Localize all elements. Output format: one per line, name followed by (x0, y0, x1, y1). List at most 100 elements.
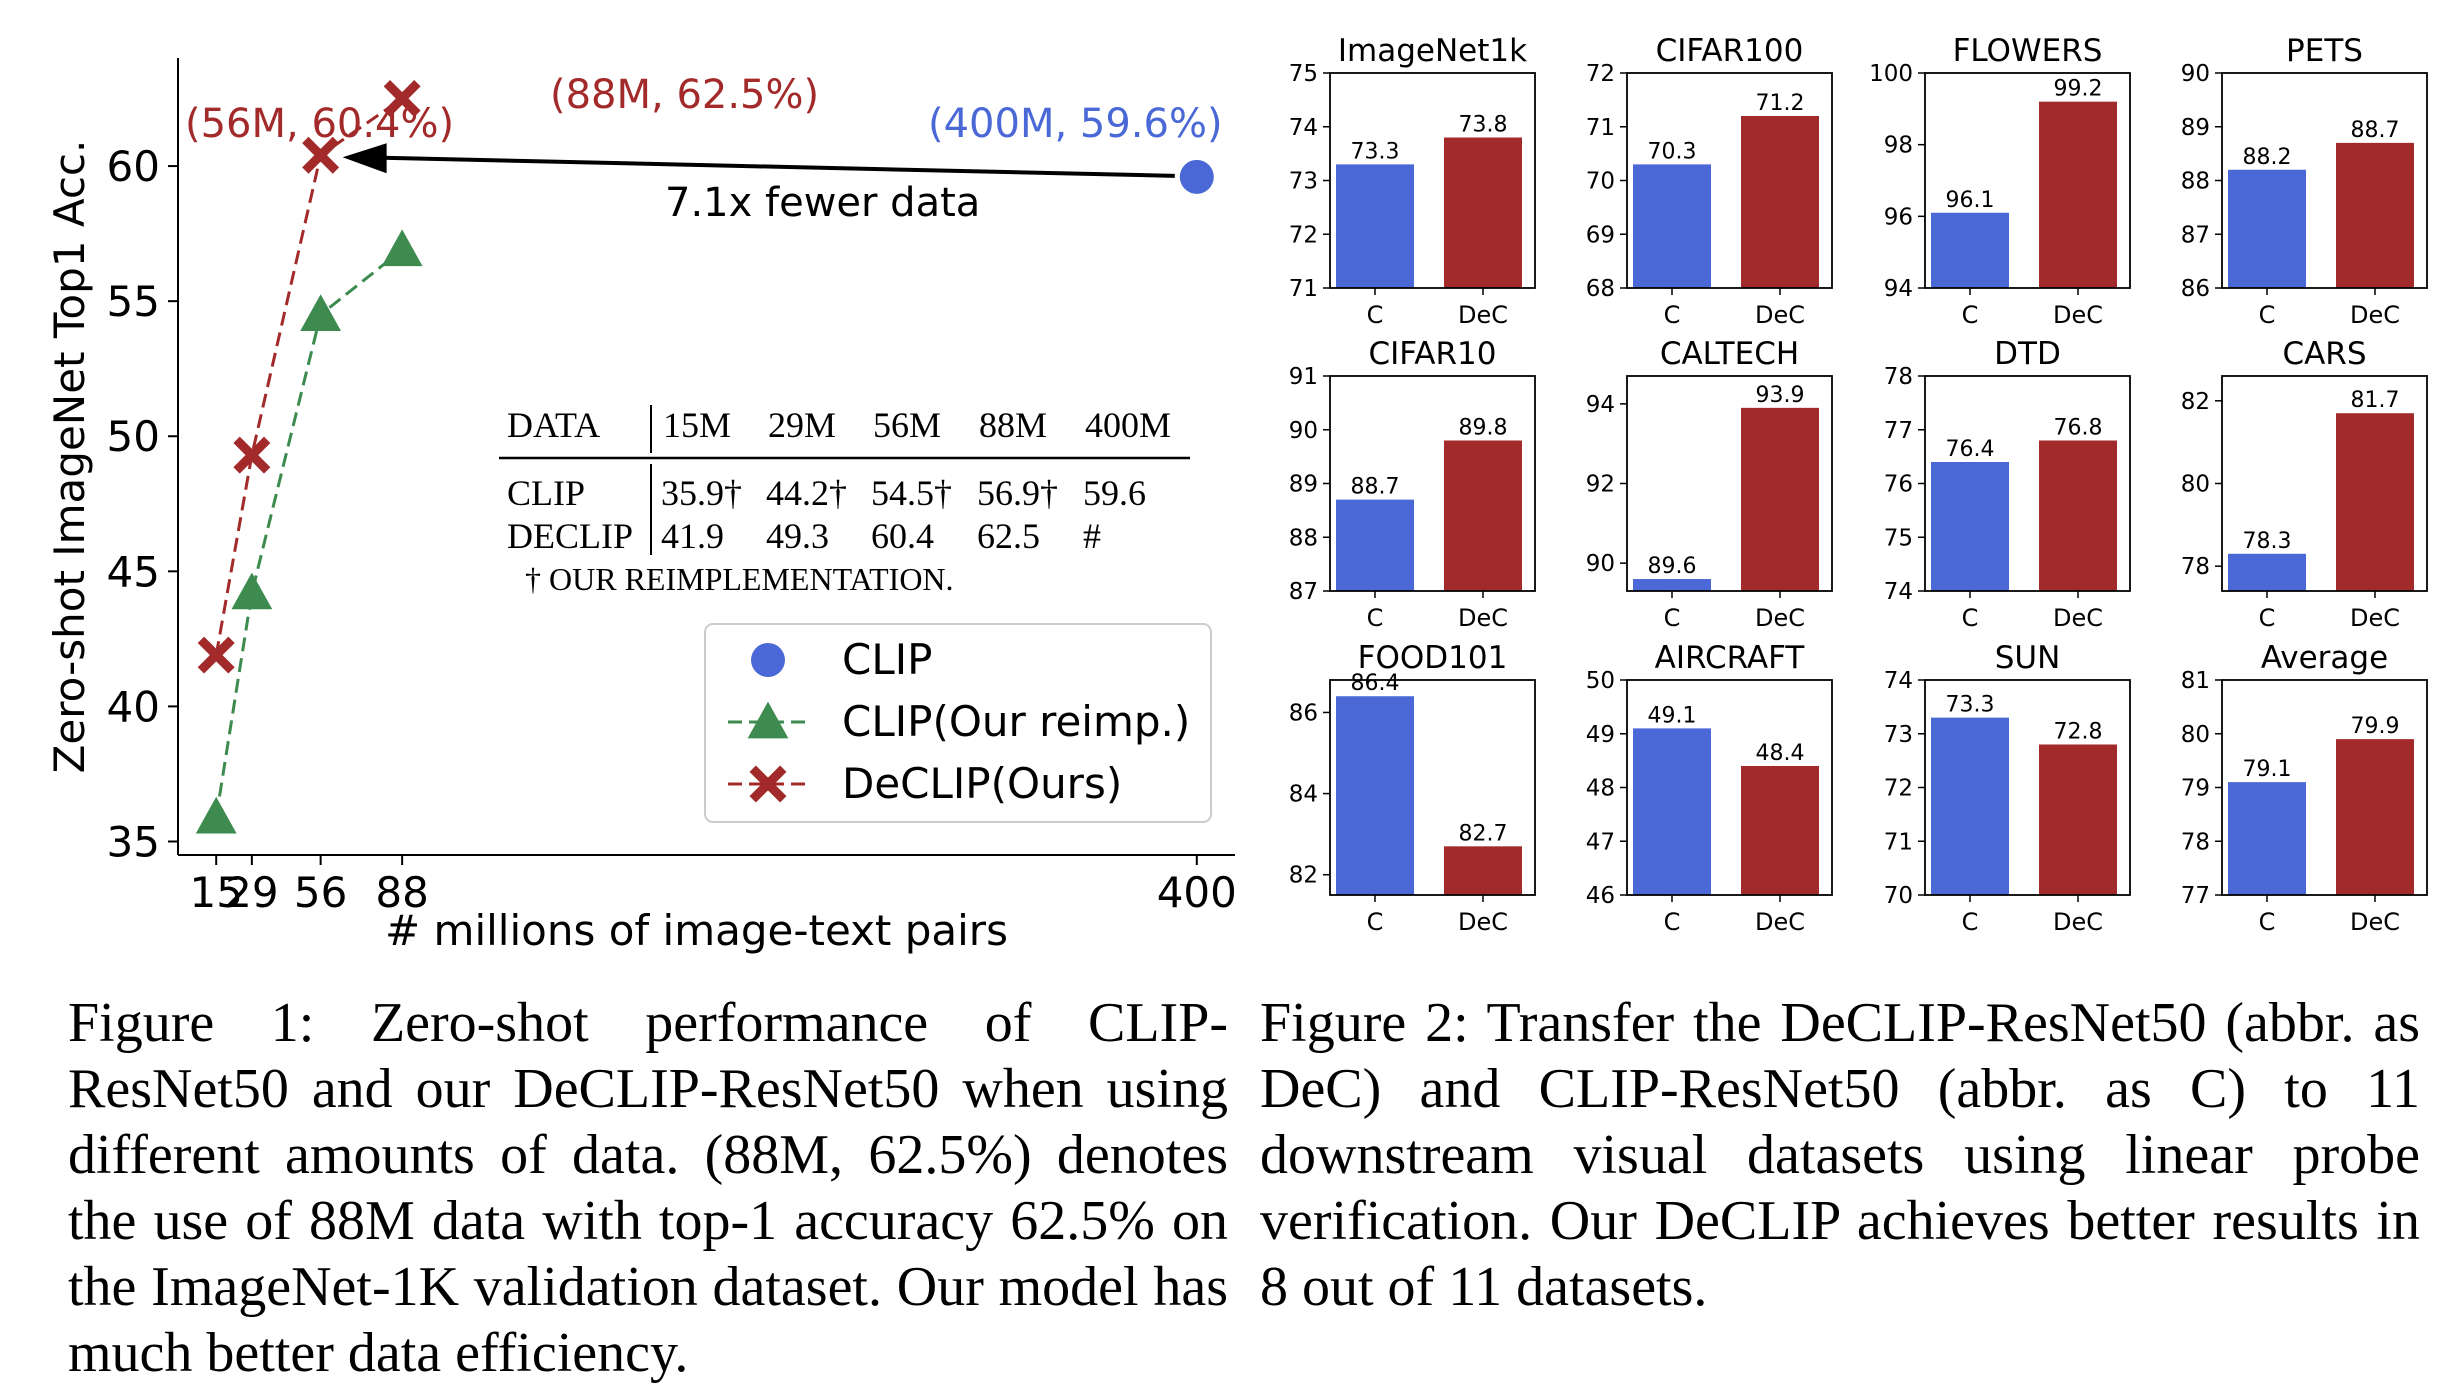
panel-frame (1924, 72, 2131, 289)
y-tick-label: 86 (2181, 276, 2210, 302)
table-cell: 44.2† (766, 473, 847, 513)
x-tick-label: DeC (1458, 604, 1508, 632)
annotation-88m: (88M, 62.5%) (550, 72, 819, 118)
bar-value-label: 88.7 (1351, 475, 1400, 500)
panel-title: CARS (2282, 336, 2366, 372)
y-tick-label: 46 (1586, 883, 1615, 909)
table-header-cell: DATA (507, 405, 600, 445)
y-tick-label: 78 (2181, 829, 2210, 855)
y-tick-label: 71 (1289, 276, 1318, 302)
y-tick-label: 92 (1586, 472, 1615, 498)
legend: CLIP CLIP(Our reimp.) DeCLIP(Ours) (704, 623, 1212, 823)
bar-value-label: 71.2 (1756, 91, 1805, 116)
figure1-caption: Figure 1: Zero-shot performance of CLIP-… (68, 992, 1228, 1384)
table-cell: DECLIP (507, 516, 633, 556)
y-tick-label: 45 (107, 547, 160, 596)
x-tick-label: DeC (2053, 301, 2103, 329)
y-tick-label: 73 (1289, 169, 1318, 195)
bar-dec (1444, 137, 1522, 288)
bar-dec (2336, 413, 2414, 591)
y-tick-label: 47 (1586, 829, 1615, 855)
data-point (300, 294, 342, 331)
table-cell: 41.9 (661, 516, 724, 556)
legend-label: DeCLIP(Ours) (842, 759, 1122, 808)
y-tick-label: 48 (1586, 776, 1615, 802)
bar-value-label: 79.1 (2243, 757, 2292, 782)
annotation-56m: (56M, 60.4%) (185, 101, 454, 147)
y-tick-label: 81 (2181, 668, 2210, 694)
bar-dec (2039, 440, 2117, 591)
bar-value-label: 72.8 (2054, 720, 2103, 745)
bar-value-label: 76.8 (2054, 416, 2103, 441)
annotation-fewer-data: 7.1x fewer data (665, 180, 980, 226)
legend-marker (751, 643, 785, 677)
y-tick-label: 88 (2181, 169, 2210, 195)
legend-label: CLIP (842, 635, 932, 684)
x-tick-label: DeC (1755, 301, 1805, 329)
y-tick-label: 96 (1884, 204, 1913, 230)
bar-c (1336, 499, 1414, 591)
x-tick-label: C (2259, 301, 2276, 329)
bar-c (1931, 717, 2009, 895)
bar-dec (2039, 101, 2117, 289)
panel-title: AIRCRAFT (1655, 640, 1806, 676)
data-point (231, 572, 273, 610)
panel-title: Average (2261, 640, 2388, 676)
table-cell: 62.5 (977, 516, 1040, 556)
bar-value-label: 73.3 (1946, 693, 1995, 718)
table-cell: # (1083, 516, 1101, 556)
panel-title: FLOWERS (1953, 33, 2103, 69)
legend-label: CLIP(Our reimp.) (842, 697, 1190, 746)
bar-dec (1741, 407, 1819, 591)
x-tick-label: C (2259, 908, 2276, 936)
panel-aircraft: AIRCRAFT 49.1 C 48.4 DeC 46 47 48 49 50 (1586, 640, 1833, 936)
series-declip-ours- (197, 80, 421, 674)
bar-c (1336, 696, 1414, 895)
table-header-cell: 56M (873, 405, 941, 445)
panel-pets: PETS 88.2 C 88.7 DeC 86 87 88 89 90 (2181, 33, 2428, 329)
y-tick-label: 70 (1586, 169, 1615, 195)
y-tick-label: 88 (1289, 525, 1318, 551)
panel-title: CIFAR10 (1369, 336, 1497, 372)
panel-title: FOOD101 (1358, 640, 1508, 676)
x-tick-label: C (1367, 604, 1384, 632)
x-tick-label: C (1664, 604, 1681, 632)
arrow-shaft (382, 155, 1175, 178)
table-cell: 60.4 (871, 516, 934, 556)
y-tick-label: 71 (1884, 829, 1913, 855)
bar-c (1633, 164, 1711, 288)
bar-dec (2336, 739, 2414, 895)
series-clip (1179, 159, 1214, 194)
bar-c (2228, 782, 2306, 895)
y-tick-label: 100 (1869, 61, 1913, 87)
bar-dec (1741, 766, 1819, 895)
y-tick-label: 35 (107, 817, 160, 866)
panel-frame (1329, 679, 1536, 896)
x-tick-label: 29 (225, 868, 278, 917)
y-tick-label: 72 (1586, 61, 1615, 87)
x-tick-label: C (1962, 604, 1979, 632)
figure2-caption: Figure 2: Transfer the DeCLIP-ResNet50 (… (1260, 992, 2420, 1318)
y-tick-label: 87 (2181, 222, 2210, 248)
x-tick-label: DeC (2350, 604, 2400, 632)
y-tick-label: 76 (1884, 472, 1913, 498)
bar-value-label: 88.7 (2351, 118, 2400, 143)
y-tick-label: 50 (1586, 668, 1615, 694)
x-tick-label: 56 (294, 868, 347, 917)
table-cell: CLIP (507, 473, 585, 513)
y-tick-label: 69 (1586, 222, 1615, 248)
x-tick-label: 15 (189, 868, 242, 917)
x-tick-label: C (1367, 908, 1384, 936)
bar-value-label: 49.1 (1648, 703, 1697, 728)
data-point (195, 796, 237, 834)
bar-value-label: 79.9 (2351, 714, 2400, 739)
arrow-head (342, 143, 387, 174)
bar-value-label: 73.8 (1459, 113, 1508, 138)
y-tick-label: 80 (2181, 472, 2210, 498)
x-tick-label: DeC (2053, 604, 2103, 632)
y-tick-label: 60 (107, 142, 160, 191)
x-tick-label: C (1367, 301, 1384, 329)
data-point (302, 136, 340, 174)
